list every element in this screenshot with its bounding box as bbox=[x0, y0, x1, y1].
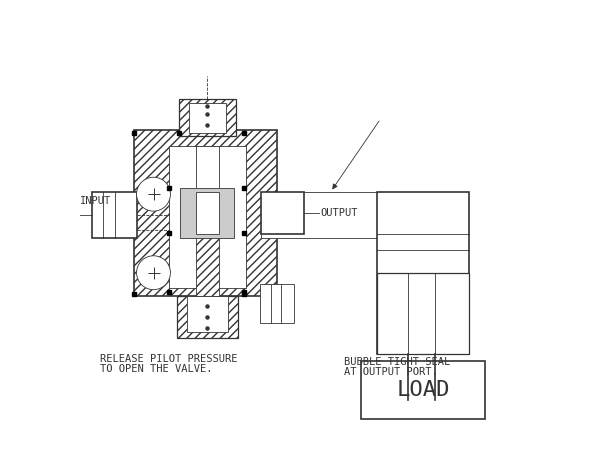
Bar bbox=[361, 361, 485, 419]
Text: TO OPEN THE VALVE.: TO OPEN THE VALVE. bbox=[100, 364, 212, 374]
Bar bbox=[176, 296, 238, 338]
Bar bbox=[262, 192, 304, 234]
Text: RELEASE PILOT PRESSURE: RELEASE PILOT PRESSURE bbox=[100, 354, 237, 364]
Bar bbox=[262, 192, 385, 238]
Circle shape bbox=[137, 177, 170, 211]
Bar bbox=[187, 296, 228, 332]
Bar bbox=[169, 146, 246, 288]
Bar bbox=[260, 284, 295, 323]
Bar bbox=[181, 188, 235, 238]
Text: OUTPUT: OUTPUT bbox=[320, 208, 358, 218]
Bar bbox=[196, 192, 219, 234]
Text: BUBBLE TIGHT SEAL: BUBBLE TIGHT SEAL bbox=[344, 357, 451, 367]
Text: AT OUTPUT PORT.: AT OUTPUT PORT. bbox=[344, 367, 438, 377]
Bar bbox=[92, 192, 137, 238]
Bar bbox=[196, 233, 219, 296]
Bar bbox=[196, 146, 219, 234]
Circle shape bbox=[137, 256, 170, 290]
Bar bbox=[377, 273, 469, 354]
Bar bbox=[377, 192, 469, 354]
Bar bbox=[189, 103, 226, 133]
Bar bbox=[134, 130, 277, 296]
Text: INPUT: INPUT bbox=[80, 196, 112, 206]
Bar bbox=[179, 99, 236, 137]
Text: LOAD: LOAD bbox=[396, 380, 450, 400]
